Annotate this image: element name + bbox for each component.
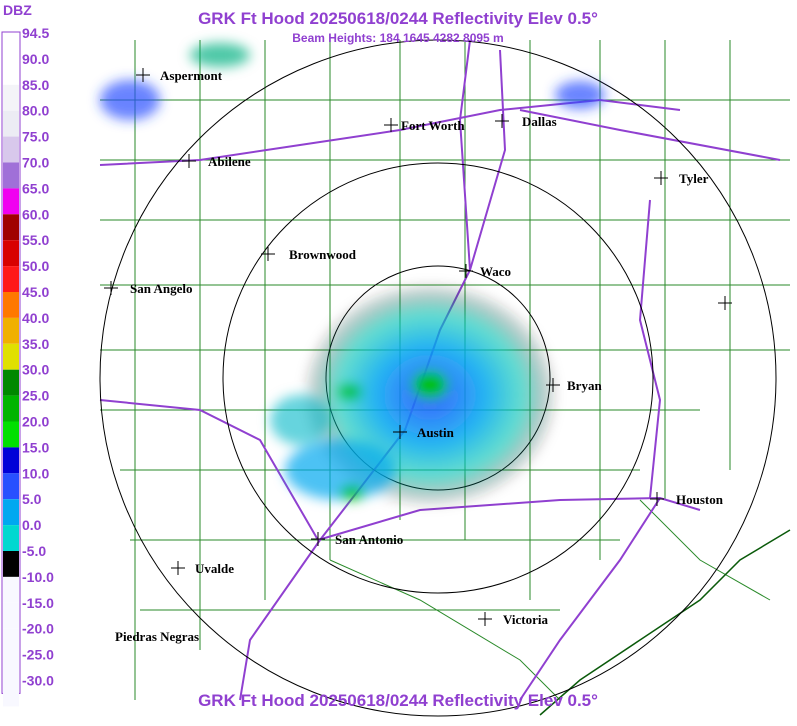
legend-swatch: [3, 343, 19, 370]
legend-swatch: [3, 110, 19, 137]
legend-label: -20.0: [22, 621, 54, 637]
legend-swatch: [3, 266, 19, 292]
legend-swatch: [3, 473, 19, 500]
place-marker: [654, 171, 668, 185]
legend-swatch: [3, 551, 19, 577]
place-label: San Antonio: [335, 532, 403, 547]
legend-label: 60.0: [22, 206, 49, 222]
coastline: [539, 529, 791, 716]
place-marker: [718, 296, 732, 310]
legend-swatch: [3, 499, 19, 526]
place-marker: [261, 247, 275, 261]
legend-label: 35.0: [22, 336, 49, 352]
color-legend: 94.5 90.0 85.0 80.0 75.0 70.0 65.0 60.0 55.0 50.0…: [1, 2, 54, 707]
legend-title: DBZ: [3, 2, 32, 18]
place-label: Houston: [676, 492, 724, 507]
place-label: Tyler: [679, 171, 709, 186]
legend-swatch: [3, 395, 19, 422]
place-label: Dallas: [522, 114, 557, 129]
legend-swatch: [3, 240, 19, 267]
legend-label: 50.0: [22, 258, 49, 274]
legend-label: -15.0: [22, 595, 54, 611]
places: Aspermont Fort Worth Dallas Abilene Tyler Bro…: [104, 68, 724, 644]
legend-label: 5.0: [22, 491, 42, 507]
legend-swatch: [3, 188, 19, 215]
legend-label: 75.0: [22, 129, 49, 145]
legend-swatch: [3, 162, 19, 189]
legend-swatch: [3, 602, 19, 629]
legend-label: 0.0: [22, 517, 42, 533]
legend-label: -25.0: [22, 647, 54, 663]
place-marker: [136, 68, 150, 82]
place-label: Victoria: [503, 612, 548, 627]
legend-label: -5.0: [22, 543, 46, 559]
place-marker: [546, 378, 560, 392]
place-marker: [393, 425, 407, 439]
place-label: Abilene: [208, 154, 251, 169]
place-label: Waco: [480, 264, 511, 279]
legend-label: 90.0: [22, 51, 49, 67]
legend-label: 30.0: [22, 362, 49, 378]
place-marker: [104, 281, 118, 295]
place-marker: [478, 612, 492, 626]
legend-label: 10.0: [22, 465, 49, 481]
legend-label: 55.0: [22, 232, 49, 248]
place-marker: [311, 532, 325, 546]
legend-swatch: [3, 421, 19, 448]
legend-swatch: [3, 317, 19, 344]
title: GRK Ft Hood 20250618/0244 Reflectivity E…: [198, 9, 598, 28]
legend-swatch: [3, 680, 19, 707]
title-bottom: GRK Ft Hood 20250618/0244 Reflectivity E…: [198, 691, 598, 710]
legend-label: 25.0: [22, 388, 49, 404]
place-label: Austin: [417, 425, 455, 440]
legend-swatch: [3, 369, 19, 396]
place-marker: [650, 492, 664, 506]
legend-label: 15.0: [22, 439, 49, 455]
legend-swatch: [3, 58, 19, 85]
legend-swatch: [3, 447, 19, 474]
legend-swatch: [3, 525, 19, 551]
place-marker: [495, 114, 509, 128]
place-marker: [171, 561, 185, 575]
legend-label: 80.0: [22, 103, 49, 119]
legend-label: 40.0: [22, 310, 49, 326]
legend-label: 70.0: [22, 155, 49, 171]
legend-swatch: [3, 654, 19, 681]
legend-label: -10.0: [22, 569, 54, 585]
legend-swatch: [3, 214, 19, 241]
legend-swatch: [3, 628, 19, 655]
subtitle: Beam Heights: 184 1645 4282 8095 m: [292, 31, 503, 45]
place-label: Aspermont: [160, 68, 223, 83]
place-label: San Angelo: [130, 281, 193, 296]
legend-label: 65.0: [22, 180, 49, 196]
legend-swatch: [3, 576, 19, 603]
place-marker: [459, 264, 473, 278]
place-marker: [384, 118, 398, 132]
legend-swatch: [3, 136, 19, 163]
legend-label: 85.0: [22, 77, 49, 93]
legend-label: 20.0: [22, 414, 49, 430]
legend-label: -30.0: [22, 673, 54, 689]
legend-label: 94.5: [22, 25, 49, 41]
legend-swatch: [3, 292, 19, 318]
place-label: Bryan: [567, 378, 602, 393]
legend-swatch: [3, 33, 19, 59]
place-label: Fort Worth: [401, 118, 465, 133]
place-label: Piedras Negras: [115, 629, 199, 644]
place-label: Brownwood: [289, 247, 357, 262]
legend-label: 45.0: [22, 284, 49, 300]
radar-echo: [100, 43, 605, 505]
legend-swatch: [3, 84, 19, 111]
place-label: Uvalde: [195, 561, 234, 576]
place-marker: [182, 154, 196, 168]
